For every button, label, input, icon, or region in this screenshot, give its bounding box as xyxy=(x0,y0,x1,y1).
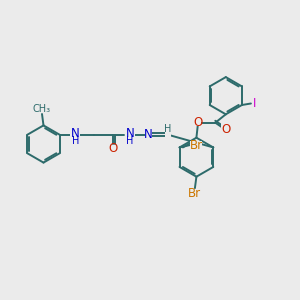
Text: Br: Br xyxy=(190,139,202,152)
Bar xyxy=(251,100,257,107)
Text: I: I xyxy=(253,97,256,110)
Text: Br: Br xyxy=(188,187,202,200)
Text: H: H xyxy=(164,124,172,134)
Bar xyxy=(189,189,201,197)
Text: H: H xyxy=(71,136,79,146)
Bar xyxy=(165,129,171,141)
Text: CH₃: CH₃ xyxy=(33,104,51,114)
Bar xyxy=(110,145,117,152)
Bar xyxy=(145,131,152,138)
Bar xyxy=(221,122,228,128)
Text: O: O xyxy=(109,142,118,155)
Bar xyxy=(190,141,202,149)
Text: N: N xyxy=(125,127,134,140)
Bar xyxy=(70,129,80,140)
Text: H: H xyxy=(126,136,134,146)
Text: O: O xyxy=(193,116,203,129)
Text: N: N xyxy=(71,127,80,140)
Bar xyxy=(195,119,201,126)
Text: N: N xyxy=(144,128,153,141)
Text: O: O xyxy=(221,123,230,136)
Bar xyxy=(125,129,135,140)
